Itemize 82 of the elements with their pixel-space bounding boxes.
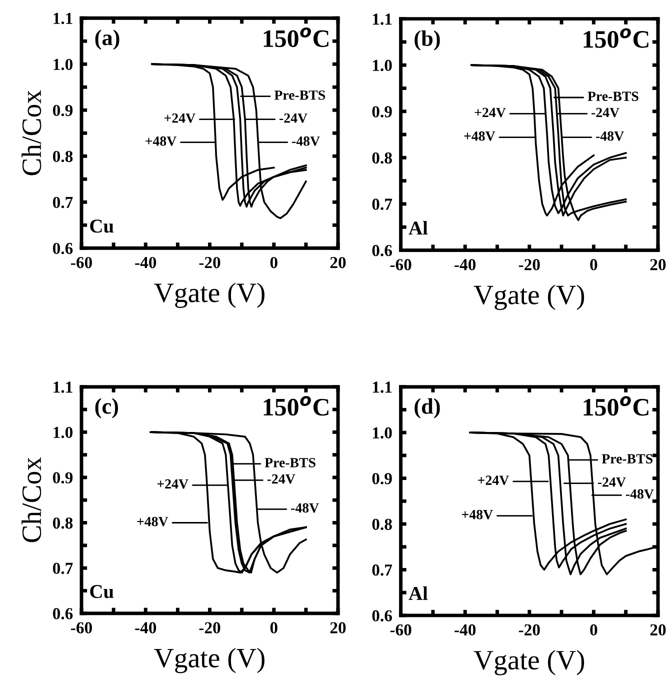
y-tick-label: 1.1 <box>54 382 72 393</box>
y-tick-label: 0.8 <box>372 152 392 164</box>
annotation: Cu <box>90 585 114 598</box>
annotation: -24V <box>280 113 308 123</box>
x-tick-label: 0 <box>590 259 598 270</box>
annotation: +24V <box>157 479 188 489</box>
y-tick-label: 0.6 <box>372 244 392 256</box>
annotation: Al <box>408 586 428 600</box>
x-tick-label: 20 <box>650 259 666 270</box>
x-axis-title: Vgate (V) <box>154 648 264 674</box>
annotation: +48V <box>464 131 496 141</box>
y-tick-label: 1.1 <box>372 14 392 25</box>
x-tick-label: -60 <box>390 624 412 636</box>
y-axis-title: Ch/Cox <box>22 457 42 542</box>
chart-subtitle: 150$^{o}$C <box>584 396 648 416</box>
x-axis-title: Vgate (V) <box>474 284 584 310</box>
y-tick-label: 0.6 <box>52 608 73 620</box>
x-axis-title: Vgate (V) <box>154 282 264 308</box>
y-tick-label: 1.0 <box>54 58 73 70</box>
x-tick-label: 0 <box>590 624 598 636</box>
y-tick-label: 0.6 <box>372 610 392 622</box>
annotation: +24V <box>478 476 509 486</box>
x-axis-title: Vgate (V) <box>474 650 584 676</box>
x-tick-label: -20 <box>518 259 540 270</box>
annotation: -48V <box>596 131 624 141</box>
annotation: +48V <box>146 136 176 146</box>
y-tick-label: 0.7 <box>372 564 392 576</box>
chart-title: (d) <box>414 398 440 418</box>
annotation: Cu <box>90 220 114 233</box>
y-tick-label: 0.8 <box>372 518 392 530</box>
annotation: -24V <box>267 474 296 484</box>
x-tick-label: -40 <box>135 622 156 634</box>
chart-title: (b) <box>414 30 440 51</box>
y-tick-label: 1.0 <box>372 427 392 439</box>
annotation: +24V <box>164 113 196 123</box>
x-tick-label: -60 <box>70 622 92 634</box>
chart-subtitle: 150$^{o}$C <box>264 27 328 48</box>
y-tick-label: 1.1 <box>372 382 392 393</box>
annotation: Pre-BTS <box>274 90 326 100</box>
y-tick-label: 0.9 <box>52 472 73 484</box>
y-tick-label: 0.6 <box>52 242 73 254</box>
x-tick-label: 20 <box>650 624 666 636</box>
x-tick-label: -40 <box>454 259 476 270</box>
y-tick-label: 1.0 <box>372 60 392 72</box>
annotation: -48V <box>291 503 319 513</box>
y-tick-label: 0.7 <box>372 198 392 210</box>
x-tick-label: -40 <box>135 256 156 268</box>
annotation: Pre-BTS <box>602 454 652 464</box>
y-tick-label: 0.9 <box>372 472 392 484</box>
annotation: Al <box>408 221 428 235</box>
annotation: -24V <box>598 477 626 487</box>
annotation: -48V <box>626 489 654 499</box>
annotation: Pre-BTS <box>264 458 316 468</box>
y-tick-label: 0.8 <box>52 150 73 162</box>
y-tick-label: 0.9 <box>52 104 73 116</box>
x-tick-label: 0 <box>270 622 278 634</box>
annotation: -48V <box>292 136 320 146</box>
x-tick-label: -60 <box>70 256 92 268</box>
annotation: Pre-BTS <box>588 92 638 101</box>
y-tick-label: 1.0 <box>54 426 73 438</box>
annotation: +24V <box>474 108 506 118</box>
x-tick-label: -20 <box>518 624 540 636</box>
annotation: +48V <box>462 510 493 520</box>
y-tick-label: 1.1 <box>54 12 72 24</box>
chart-title: (a) <box>95 30 120 50</box>
annotation: -24V <box>592 108 620 118</box>
y-tick-label: 0.7 <box>52 196 73 208</box>
y-axis-title: Ch/Cox <box>22 90 42 176</box>
x-tick-label: -20 <box>199 256 220 268</box>
x-tick-label: -40 <box>454 624 476 636</box>
y-tick-label: 0.8 <box>52 517 73 529</box>
chart-subtitle: 150$^{o}$C <box>584 28 648 48</box>
y-tick-label: 0.9 <box>372 106 392 118</box>
x-tick-label: 20 <box>330 256 346 268</box>
annotation: +48V <box>137 516 168 526</box>
x-tick-label: -20 <box>199 622 220 634</box>
y-tick-label: 0.7 <box>52 562 73 574</box>
x-tick-label: -60 <box>390 259 412 270</box>
x-tick-label: 0 <box>270 256 278 268</box>
chart-subtitle: 150$^{o}$C <box>264 396 328 416</box>
chart-title: (c) <box>95 398 118 418</box>
x-tick-label: 20 <box>330 622 346 634</box>
